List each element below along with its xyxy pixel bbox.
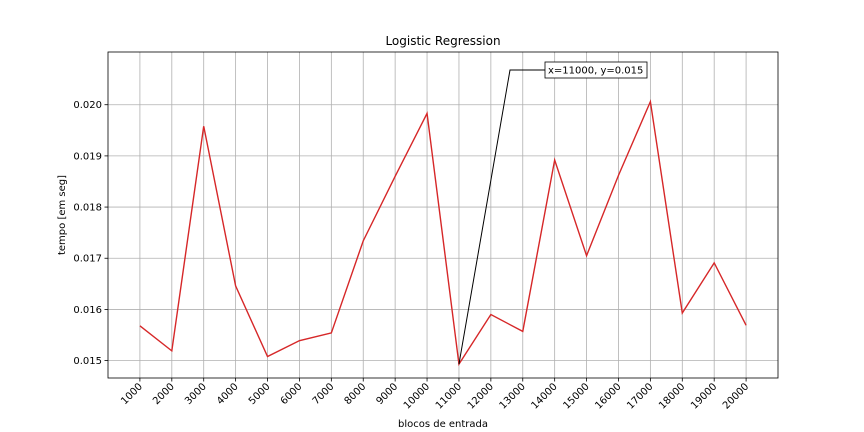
x-tick-label: 7000 [311,381,337,407]
x-tick-label: 12000 [466,381,496,411]
series-layer [139,99,747,367]
annotation-box [544,61,648,79]
y-tick-label: 0.018 [73,203,102,214]
series-line [139,99,747,367]
y-tick-label: 0.016 [73,305,102,316]
chart-title: Logistic Regression [385,34,500,48]
x-tick-label: 4000 [215,381,241,407]
x-tick-label: 9000 [374,381,400,407]
x-tick-label: 1000 [119,381,145,407]
x-axis-label: blocos de entrada [398,419,488,430]
y-tick-label: 0.017 [73,254,102,265]
annotation-connector [458,69,545,365]
x-tick-label: 11000 [434,381,464,411]
x-tick-label: 3000 [183,381,209,407]
y-axis-label: tempo [em seg] [57,175,68,255]
x-tick-label: 8000 [343,381,369,407]
y-axis-ticks: 0.015 0.016 0.017 0.018 0.019 0.020 [73,100,108,367]
x-tick-label: 18000 [657,381,687,411]
x-tick-label: 6000 [279,381,305,407]
x-tick-label: 20000 [721,381,751,411]
y-tick-label: 0.020 [73,100,102,111]
y-tick-label: 0.015 [73,356,102,367]
annotation-layer: x=11000, y=0.015 [458,61,648,365]
x-tick-label: 17000 [625,381,655,411]
x-axis-ticks: 1000 2000 3000 4000 5000 6000 7000 8000 9000 1000… [119,378,751,412]
y-tick-label: 0.019 [73,151,102,162]
x-tick-label: 15000 [561,381,591,411]
x-tick-label: 13000 [498,381,528,411]
x-tick-label: 5000 [247,381,273,407]
x-tick-label: 19000 [689,381,719,411]
x-tick-label: 2000 [151,381,177,407]
x-tick-label: 10000 [402,381,432,411]
annotation-text: x=11000, y=0.015 [548,66,643,77]
plot-frame [107,51,779,379]
x-tick-label: 14000 [530,381,560,411]
grid-lines [108,52,778,378]
x-tick-label: 16000 [593,381,623,411]
